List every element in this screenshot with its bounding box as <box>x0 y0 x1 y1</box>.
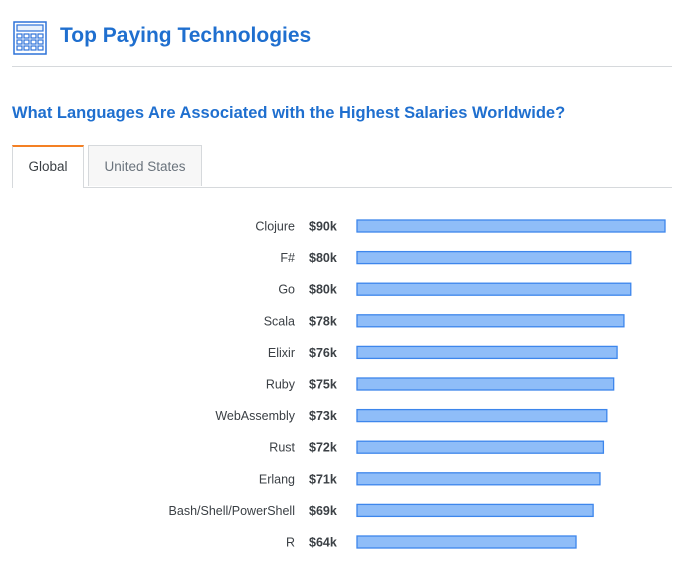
page-header: Top Paying Technologies <box>12 18 672 67</box>
value-label: $75k <box>309 378 337 392</box>
page-title: Top Paying Technologies <box>60 24 312 47</box>
value-label: $78k <box>309 314 337 328</box>
salary-bar[interactable] <box>356 250 632 265</box>
category-label: F# <box>280 251 295 265</box>
value-label: $73k <box>309 409 337 423</box>
salary-bar[interactable] <box>356 503 594 518</box>
category-label: R <box>286 536 295 550</box>
category-label: Clojure <box>255 220 295 234</box>
salary-bar[interactable] <box>356 535 577 549</box>
category-label: Go <box>278 283 295 297</box>
value-label: $71k <box>309 472 337 486</box>
value-label: $80k <box>309 283 337 297</box>
salary-bar[interactable] <box>356 408 608 423</box>
tab-global[interactable]: Global <box>12 145 84 188</box>
salary-bar[interactable] <box>356 440 605 454</box>
value-label: $64k <box>309 536 337 550</box>
value-label: $72k <box>309 441 337 455</box>
salary-bar[interactable] <box>356 282 632 296</box>
tab-united-states[interactable]: United States <box>88 145 202 186</box>
value-label: $76k <box>309 346 337 360</box>
category-label: WebAssembly <box>215 409 295 423</box>
category-label: Scala <box>264 314 295 328</box>
value-label: $69k <box>309 504 337 518</box>
category-label: Bash/Shell/PowerShell <box>169 504 295 518</box>
calculator-icon <box>13 21 47 55</box>
salary-bar[interactable] <box>356 345 618 360</box>
category-label: Elixir <box>268 346 295 360</box>
salary-bar[interactable] <box>356 219 666 233</box>
salary-bar[interactable] <box>356 472 601 486</box>
value-label: $80k <box>309 251 337 265</box>
region-tabs: Global United States <box>12 145 672 188</box>
category-label: Ruby <box>266 378 296 392</box>
category-label: Rust <box>269 441 295 455</box>
salary-bar[interactable] <box>356 377 615 391</box>
value-label: $90k <box>309 220 337 234</box>
category-label: Erlang <box>259 472 295 486</box>
salary-bar[interactable] <box>356 314 625 328</box>
chart-subtitle: What Languages Are Associated with the H… <box>12 104 566 122</box>
